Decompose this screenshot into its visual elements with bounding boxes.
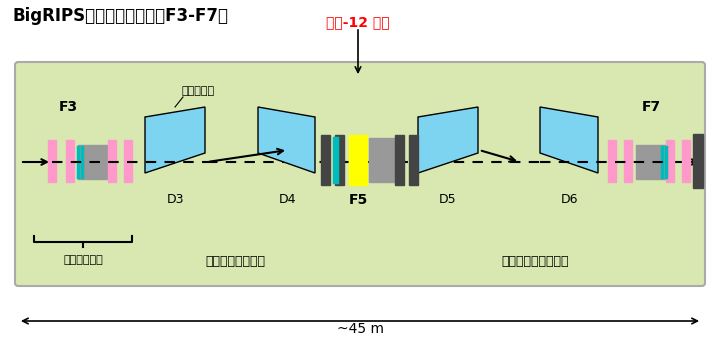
Bar (682, 140, 690, 182)
Bar (624, 140, 632, 182)
Text: 双極電磁石: 双極電磁石 (181, 86, 215, 96)
Bar (335, 135, 344, 185)
Bar (124, 140, 132, 182)
FancyBboxPatch shape (15, 62, 705, 286)
Bar (693, 134, 703, 188)
Bar (395, 135, 404, 185)
Bar (349, 135, 367, 185)
Bar (321, 135, 330, 185)
Bar (636, 145, 666, 179)
Text: D6: D6 (560, 193, 577, 206)
Text: D4: D4 (278, 193, 296, 206)
Text: D3: D3 (166, 193, 184, 206)
Bar (66, 140, 74, 182)
Text: BigRIPS　第二ステージ（F3-F7）: BigRIPS 第二ステージ（F3-F7） (12, 7, 228, 25)
Text: 粒子検出器群: 粒子検出器群 (63, 255, 103, 265)
Text: ~45 m: ~45 m (336, 322, 384, 336)
Bar (666, 140, 674, 182)
Polygon shape (258, 107, 315, 173)
Bar (108, 140, 116, 182)
Text: F3: F3 (58, 100, 78, 114)
Text: 非反応粒子数を計数: 非反応粒子数を計数 (501, 255, 569, 268)
Polygon shape (145, 107, 205, 173)
Polygon shape (418, 107, 478, 173)
Bar (78, 145, 108, 179)
Text: 炭素-12 標的: 炭素-12 標的 (326, 15, 390, 29)
Polygon shape (540, 107, 598, 173)
Bar (48, 140, 56, 182)
Text: D5: D5 (439, 193, 456, 206)
Text: 入射粒子数を計数: 入射粒子数を計数 (205, 255, 265, 268)
Bar (608, 140, 616, 182)
Text: F7: F7 (642, 100, 660, 114)
Text: F5: F5 (348, 193, 368, 207)
Bar (369, 138, 397, 182)
Bar (409, 135, 418, 185)
